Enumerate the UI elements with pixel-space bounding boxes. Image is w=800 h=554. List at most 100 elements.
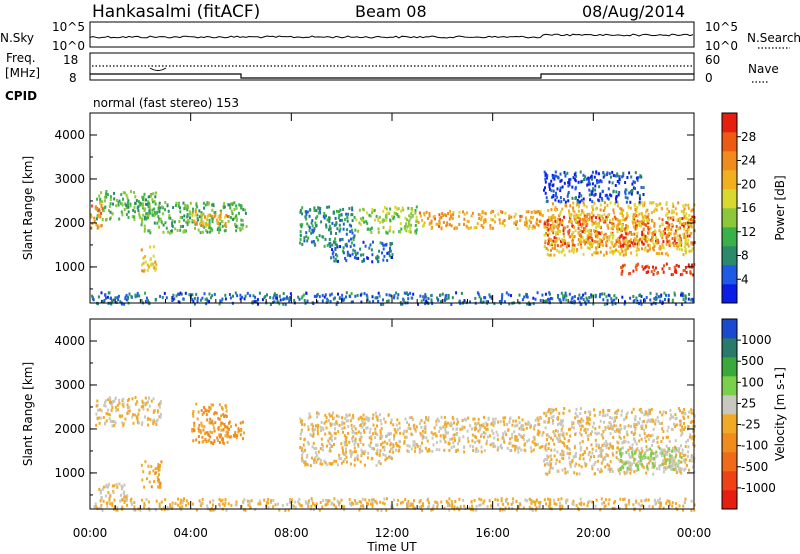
data-cell	[578, 419, 581, 423]
data-cell	[302, 293, 305, 297]
data-cell	[552, 239, 555, 243]
data-cell	[410, 503, 413, 507]
data-cell	[391, 214, 394, 218]
data-cell	[648, 504, 651, 508]
data-cell	[532, 296, 535, 300]
data-cell	[562, 431, 565, 435]
data-cell	[650, 270, 653, 274]
data-cell	[626, 466, 629, 470]
data-cell	[390, 447, 392, 451]
data-cell	[134, 195, 137, 199]
data-cell	[209, 406, 212, 410]
data-cell	[370, 227, 373, 230]
data-cell	[372, 447, 375, 451]
data-cell	[678, 461, 681, 465]
data-cell	[501, 297, 503, 301]
data-cell	[573, 243, 576, 247]
data-cell	[659, 451, 662, 455]
data-cell	[657, 419, 660, 423]
data-cell	[606, 454, 609, 458]
data-cell	[194, 213, 197, 217]
data-cell	[331, 243, 334, 247]
data-cell	[485, 421, 488, 425]
data-cell	[474, 428, 476, 432]
data-cell	[143, 227, 146, 231]
data-cell	[326, 243, 329, 247]
data-cell	[91, 204, 93, 208]
data-cell	[360, 448, 363, 452]
data-cell	[319, 462, 322, 466]
data-cell	[342, 249, 344, 253]
data-cell	[573, 446, 576, 450]
data-cell	[534, 443, 537, 447]
data-cell	[587, 230, 590, 234]
data-cell	[676, 247, 679, 251]
data-cell	[580, 245, 583, 249]
data-cell	[648, 266, 650, 269]
data-cell	[611, 249, 614, 253]
data-cell	[311, 445, 314, 449]
data-cell	[458, 436, 461, 440]
data-cell	[378, 215, 381, 219]
data-cell	[393, 296, 395, 300]
data-cell	[592, 455, 595, 458]
data-cell	[408, 222, 411, 226]
data-cell	[467, 440, 470, 444]
data-cell	[205, 224, 208, 228]
data-cell	[503, 440, 506, 444]
data-cell	[152, 264, 155, 268]
data-cell	[677, 264, 680, 268]
data-cell	[141, 399, 144, 403]
data-cell	[161, 296, 164, 299]
data-cell	[678, 419, 681, 423]
data-cell	[184, 203, 187, 207]
data-cell	[497, 446, 500, 449]
data-cell	[594, 230, 597, 233]
data-cell	[202, 221, 205, 225]
data-cell	[684, 248, 687, 252]
data-cell	[593, 175, 596, 179]
data-cell	[646, 466, 649, 470]
data-cell	[635, 253, 638, 257]
data-cell	[108, 396, 111, 400]
data-cell	[127, 297, 129, 301]
data-cell	[354, 228, 357, 232]
data-cell	[645, 412, 648, 416]
data-cell	[553, 247, 556, 251]
data-cell	[663, 298, 666, 301]
data-cell	[135, 416, 138, 420]
data-cell	[594, 460, 597, 464]
data-cell	[668, 267, 671, 270]
data-cell	[688, 222, 691, 226]
data-cell	[643, 453, 646, 457]
data-cell	[553, 454, 556, 458]
data-cell	[684, 458, 687, 462]
data-cell	[208, 438, 211, 442]
data-cell	[631, 448, 634, 452]
data-cell	[392, 444, 395, 447]
data-cell	[141, 423, 143, 427]
data-cell	[579, 229, 582, 233]
colorbar-tick-label: 8	[741, 249, 749, 263]
data-cell	[682, 298, 685, 302]
data-cell	[329, 241, 332, 245]
data-cell	[530, 220, 532, 224]
data-cell	[504, 211, 507, 215]
data-cell	[146, 408, 149, 412]
data-cell	[325, 419, 328, 423]
data-cell	[177, 292, 180, 296]
data-cell	[315, 209, 318, 212]
data-cell	[353, 235, 356, 239]
data-cell	[278, 294, 281, 298]
data-cell	[547, 447, 550, 450]
data-cell	[616, 440, 619, 444]
data-cell	[217, 222, 220, 226]
data-cell	[376, 448, 379, 452]
data-cell	[307, 428, 310, 431]
data-cell	[353, 216, 356, 219]
data-cell	[118, 217, 121, 221]
data-cell	[642, 233, 645, 237]
data-cell	[508, 417, 511, 421]
data-cell	[350, 228, 353, 232]
